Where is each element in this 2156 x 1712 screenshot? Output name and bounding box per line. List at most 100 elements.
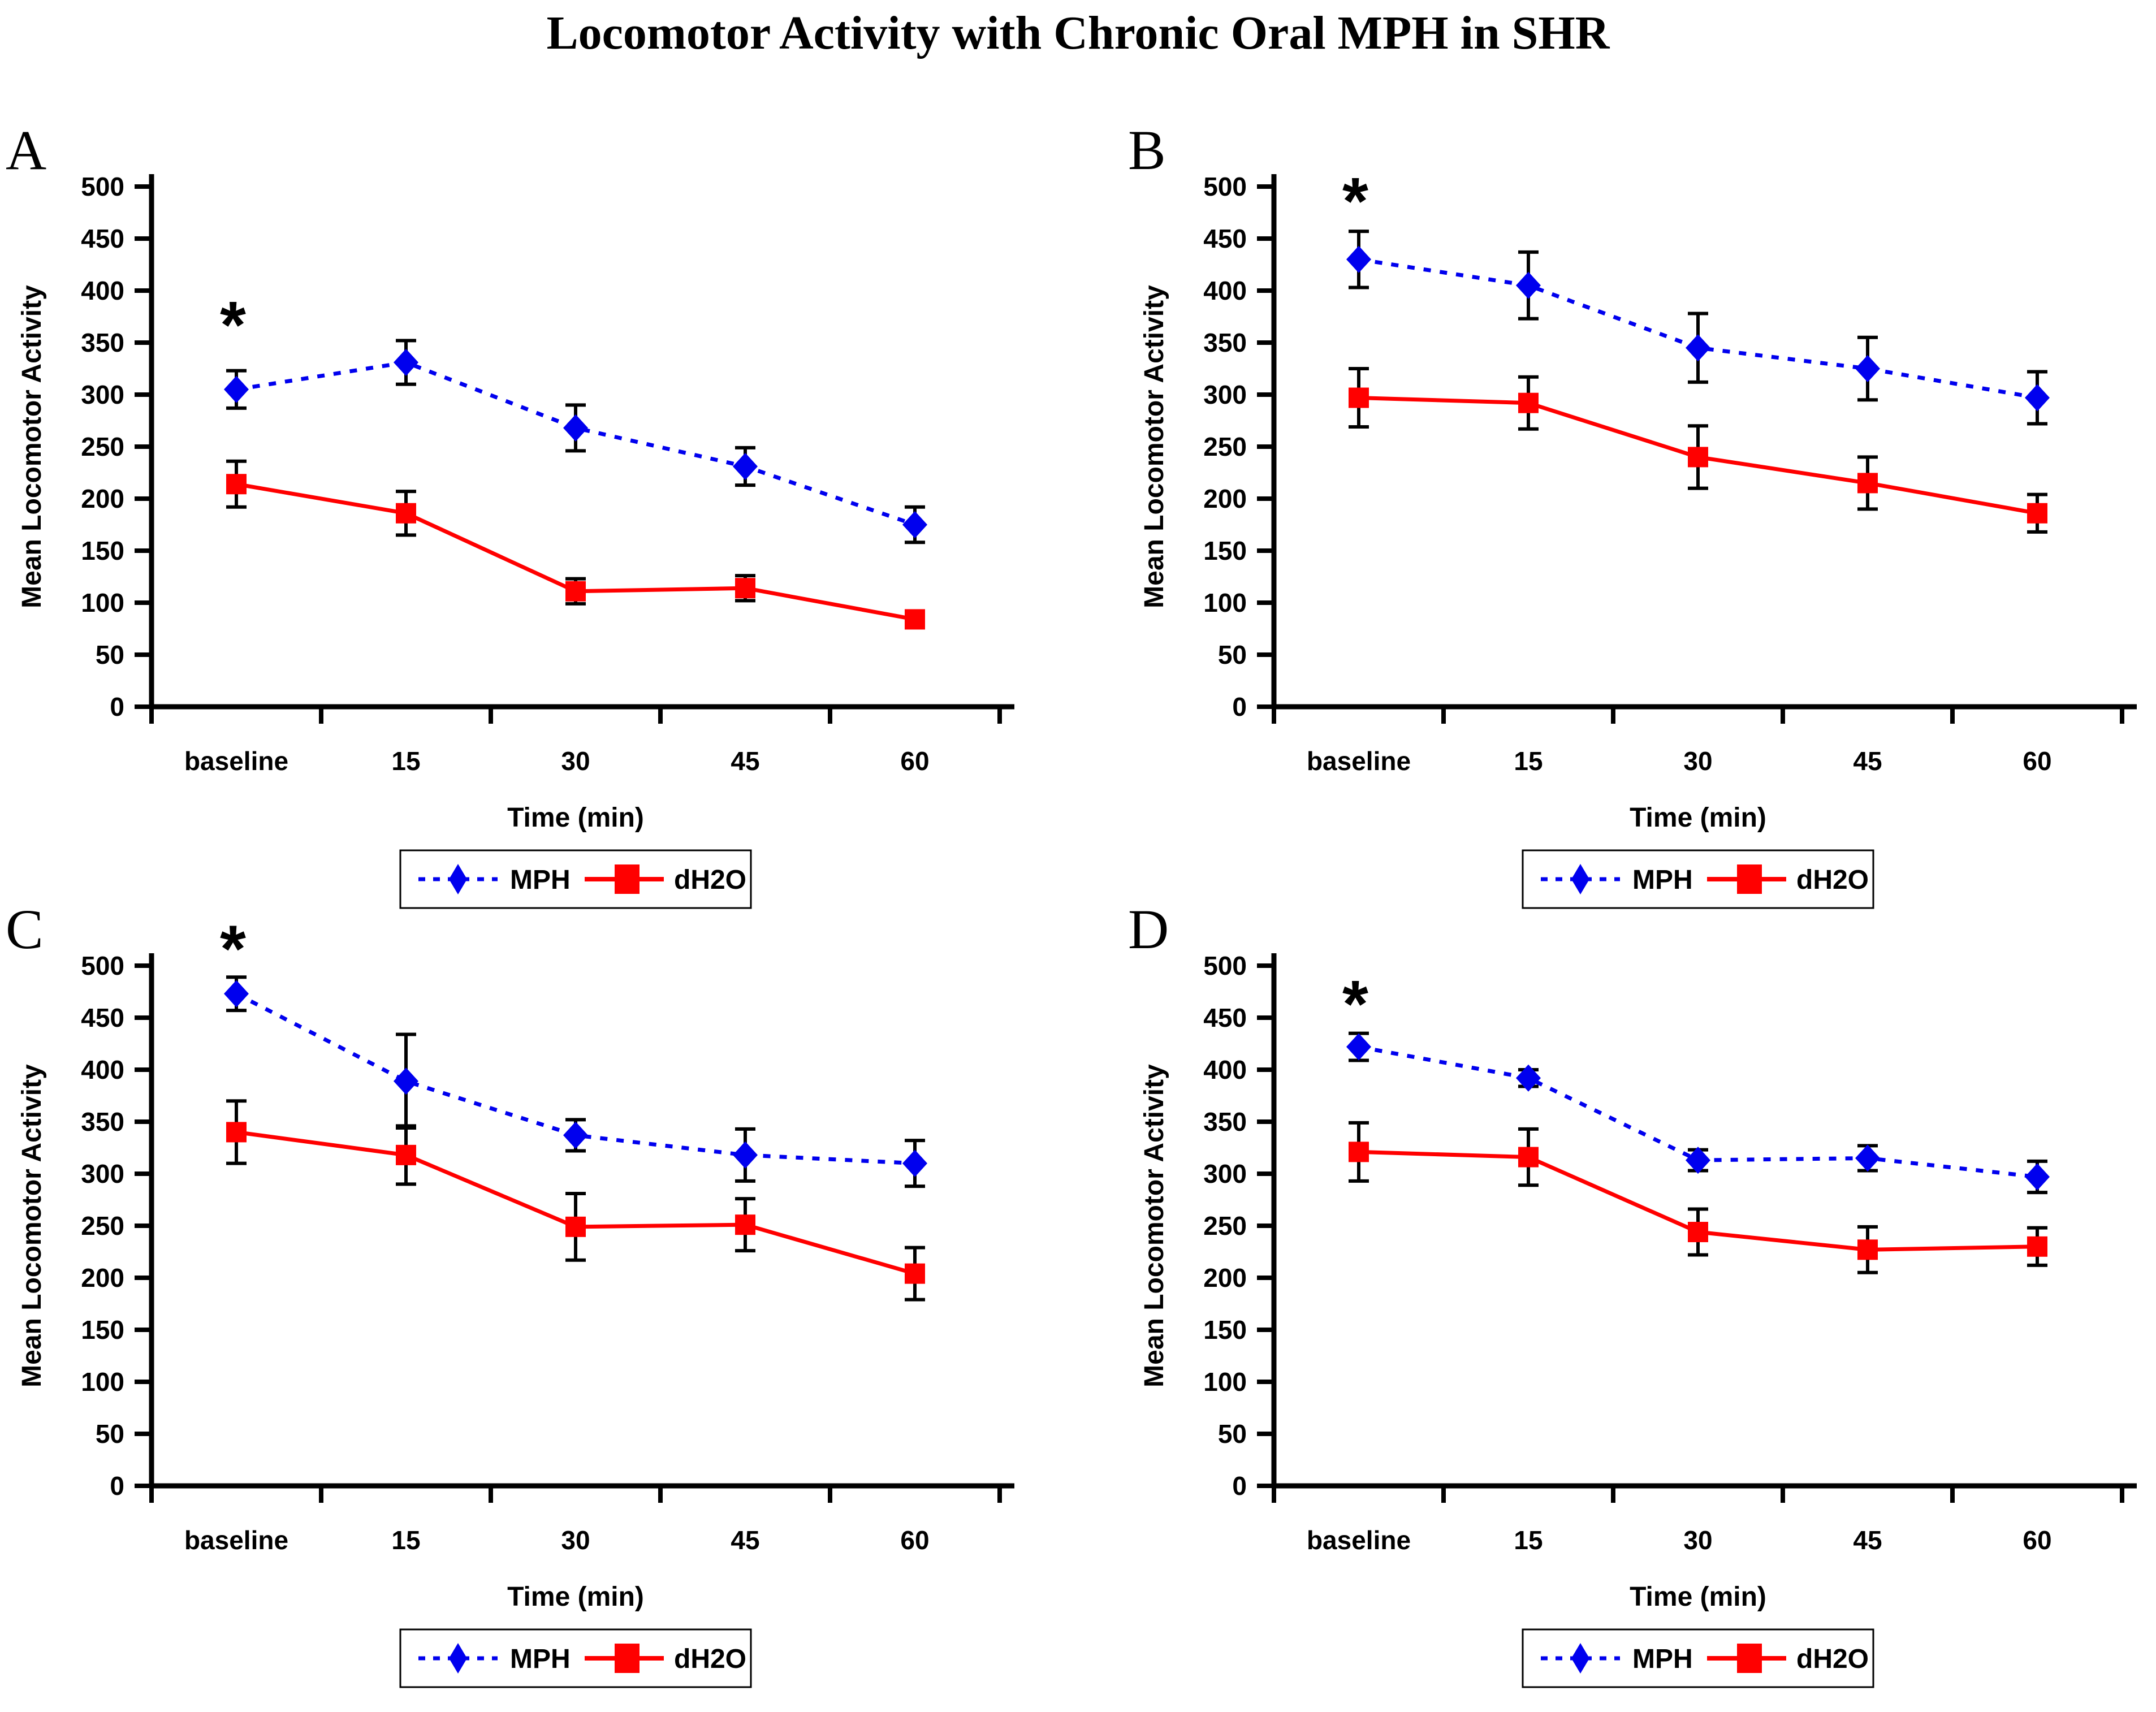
legend-marker-square [615, 864, 640, 894]
legend-box [399, 1628, 752, 1688]
y-tick-label: 0 [110, 692, 124, 721]
data-point-diamond-MPH [224, 375, 249, 403]
legend-label-dH2O: dH2O [1796, 1644, 1869, 1674]
y-tick-label: 250 [1203, 432, 1247, 461]
x-tick-label: 60 [900, 1525, 929, 1555]
legend-marker-square [615, 1644, 640, 1673]
x-tick-label: 60 [2023, 1525, 2051, 1555]
panel-b: B 0 50 100 150 200 250 300 350 400 450 500 baseline… [1122, 107, 2156, 933]
panel-d-letter: D [1128, 898, 1169, 961]
y-tick-label: 200 [1203, 484, 1247, 513]
data-point-diamond-MPH [1686, 334, 1710, 362]
y-tick-label: 50 [96, 640, 124, 669]
data-point-diamond-MPH [1516, 1064, 1541, 1092]
chart-panel-b: 0 50 100 150 200 250 300 350 400 450 500 baseline 15… [1139, 164, 2137, 909]
x-tick-label: baseline [184, 1525, 288, 1555]
legend-label-MPH: MPH [510, 865, 571, 895]
data-point-square-dH2O [1857, 1239, 1878, 1260]
data-point-diamond-MPH [1346, 245, 1371, 273]
y-tick-label: 150 [1203, 1315, 1247, 1344]
y-tick-label: 150 [81, 1315, 124, 1344]
data-point-square-dH2O [396, 1144, 416, 1165]
data-point-square-dH2O [226, 474, 247, 495]
data-point-diamond-MPH [733, 452, 758, 480]
y-tick-label: 300 [1203, 380, 1247, 409]
significance-asterisk: * [220, 288, 246, 362]
y-tick-label: 500 [1203, 951, 1247, 980]
x-axis-title: Time (min) [1630, 1582, 1766, 1612]
data-point-square-dH2O [226, 1122, 247, 1143]
data-point-diamond-MPH [1855, 1144, 1880, 1172]
y-tick-label: 100 [1203, 1367, 1247, 1397]
legend-label-dH2O: dH2O [1796, 865, 1869, 895]
legend-label-MPH: MPH [1632, 865, 1693, 895]
y-tick-label: 450 [81, 1003, 124, 1032]
y-tick-label: 300 [81, 380, 124, 409]
data-point-diamond-MPH [563, 1121, 588, 1149]
significance-asterisk: * [1342, 164, 1368, 239]
y-axis-title: Mean Locomotor Activity [1139, 285, 1169, 608]
x-tick-label: 45 [1853, 1525, 1882, 1555]
x-tick-label: 30 [1683, 1525, 1712, 1555]
y-tick-label: 250 [1203, 1211, 1247, 1240]
y-tick-label: 50 [96, 1419, 124, 1449]
legend-marker-diamond [449, 864, 467, 894]
x-tick-label: baseline [1307, 1525, 1411, 1555]
data-point-diamond-MPH [902, 511, 927, 538]
panel-d: D 0 50 100 150 200 250 300 350 400 450 500 baseline… [1122, 887, 2156, 1712]
y-axis-title: Mean Locomotor Activity [1139, 1064, 1169, 1387]
x-tick-label: 15 [391, 746, 420, 776]
y-tick-label: 250 [81, 432, 124, 461]
legend-marker-square [1737, 1644, 1762, 1673]
data-point-square-dH2O [905, 1263, 925, 1284]
y-tick-label: 450 [1203, 224, 1247, 253]
data-point-square-dH2O [396, 503, 416, 524]
y-tick-label: 100 [81, 588, 124, 617]
panel-b-letter: B [1128, 119, 1166, 181]
y-tick-label: 450 [1203, 1003, 1247, 1032]
y-axis-title: Mean Locomotor Activity [17, 285, 47, 608]
data-point-diamond-MPH [394, 348, 418, 376]
legend-label-MPH: MPH [510, 1644, 571, 1674]
panel-a-letter: A [6, 119, 47, 181]
panel-c: C 0 50 100 150 200 250 300 350 400 450 500 baseline… [0, 887, 1034, 1712]
x-axis-title: Time (min) [1630, 803, 1766, 833]
y-tick-label: 350 [81, 328, 124, 357]
y-tick-label: 350 [1203, 1107, 1247, 1136]
y-tick-label: 100 [81, 1367, 124, 1397]
data-point-diamond-MPH [1516, 271, 1541, 299]
y-tick-label: 400 [81, 1055, 124, 1084]
legend-label-dH2O: dH2O [674, 865, 746, 895]
data-point-square-dH2O [1857, 473, 1878, 494]
figure-title: Locomotor Activity with Chronic Oral MPH… [546, 7, 1610, 59]
x-tick-label: 60 [900, 746, 929, 776]
y-tick-label: 400 [1203, 1055, 1247, 1084]
series-line-MPH [235, 992, 915, 1166]
x-tick-label: 30 [1683, 746, 1712, 776]
legend-label-dH2O: dH2O [674, 1644, 746, 1674]
y-tick-label: 100 [1203, 588, 1247, 617]
data-point-square-dH2O [565, 581, 586, 602]
data-point-square-dH2O [1518, 1147, 1539, 1168]
y-axis-title: Mean Locomotor Activity [17, 1064, 47, 1387]
legend-label-MPH: MPH [1632, 1644, 1693, 1674]
x-axis-title: Time (min) [507, 803, 644, 833]
y-tick-label: 350 [1203, 328, 1247, 357]
y-tick-label: 450 [81, 224, 124, 253]
data-point-diamond-MPH [394, 1067, 418, 1095]
data-point-square-dH2O [905, 609, 925, 630]
data-point-square-dH2O [1688, 1222, 1708, 1243]
y-tick-label: 200 [1203, 1263, 1247, 1292]
y-tick-label: 400 [1203, 276, 1247, 305]
data-point-square-dH2O [735, 578, 755, 599]
data-point-square-dH2O [565, 1216, 586, 1237]
y-tick-label: 150 [81, 536, 124, 565]
data-point-diamond-MPH [902, 1149, 927, 1177]
data-point-diamond-MPH [1855, 355, 1880, 382]
data-point-diamond-MPH [2025, 384, 2050, 412]
data-point-square-dH2O [1349, 1142, 1369, 1162]
y-tick-label: 50 [1218, 1419, 1247, 1449]
y-tick-label: 250 [81, 1211, 124, 1240]
legend-marker-diamond [1571, 864, 1589, 894]
